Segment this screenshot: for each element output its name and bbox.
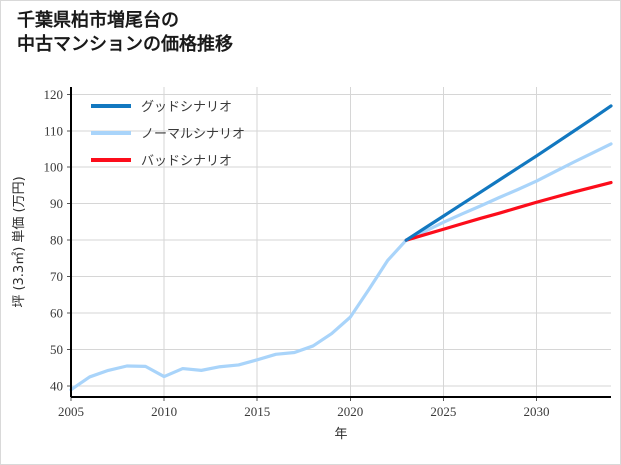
y-tick-labels-group: 40 50 60 70 80 90 100 110 120 xyxy=(44,87,64,394)
y-tick-label: 120 xyxy=(44,87,64,102)
y-tick-label: 40 xyxy=(50,379,63,394)
x-axis-title: 年 xyxy=(334,427,347,442)
page-title: 千葉県柏市増尾台の 中古マンションの価格推移 xyxy=(17,10,233,56)
x-tick-label: 2030 xyxy=(524,404,550,419)
y-tick-label: 90 xyxy=(50,196,63,211)
x-tick-label: 2020 xyxy=(337,404,363,419)
legend-label: バッドシナリオ xyxy=(141,154,232,169)
series-group xyxy=(69,104,613,392)
y-tick-label: 60 xyxy=(50,306,63,321)
series-line xyxy=(404,180,613,242)
y-tick-label: 50 xyxy=(50,342,63,357)
legend-label: グッドシナリオ xyxy=(141,100,232,115)
series-line xyxy=(69,142,613,392)
x-tick-label: 2015 xyxy=(244,404,270,419)
y-tick-label: 100 xyxy=(44,160,64,175)
x-tick-labels-group: 2005 2010 2015 2020 2025 2030 xyxy=(58,404,550,419)
y-tick-label: 80 xyxy=(50,233,63,248)
y-axis-title: 坪 (3.3㎡) 単価 (万円) xyxy=(11,176,27,307)
y-tick-label: 70 xyxy=(50,269,63,284)
x-tick-label: 2025 xyxy=(430,404,456,419)
y-tick-label: 110 xyxy=(44,123,63,138)
x-tick-label: 2010 xyxy=(151,404,177,419)
series-line xyxy=(404,104,613,242)
x-tick-label: 2005 xyxy=(58,404,84,419)
legend-label: ノーマルシナリオ xyxy=(141,127,245,142)
